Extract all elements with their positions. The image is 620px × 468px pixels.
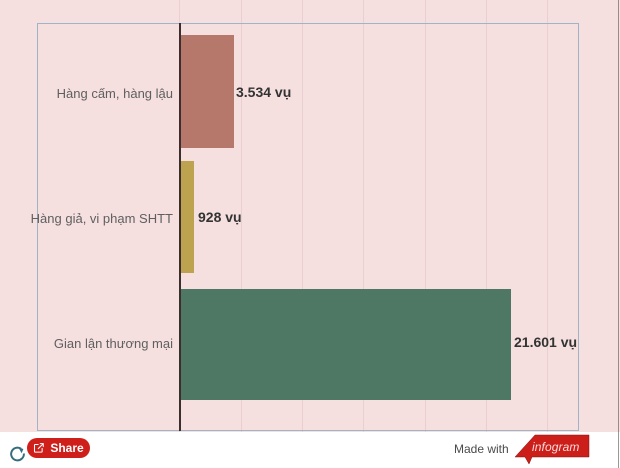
svg-text:infogram: infogram: [532, 440, 580, 454]
